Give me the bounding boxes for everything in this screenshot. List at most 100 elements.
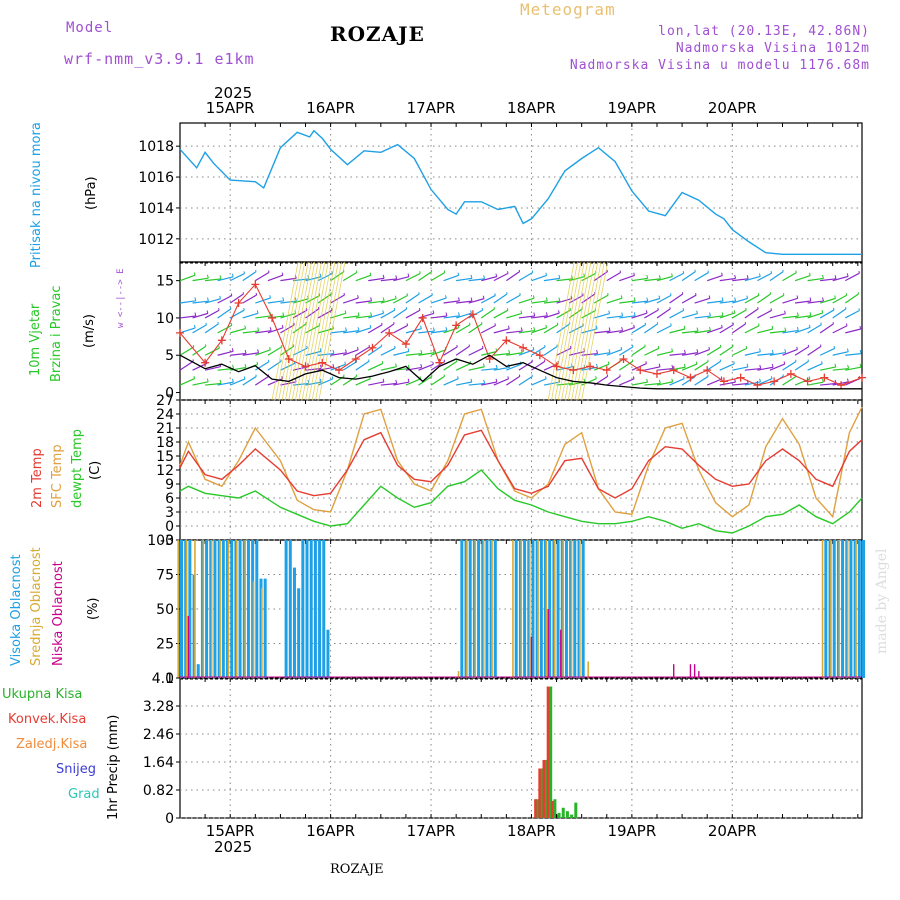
wind-barb bbox=[769, 313, 786, 319]
wind-barb-flag bbox=[356, 347, 359, 350]
wind-barb bbox=[644, 297, 660, 304]
wind-barb bbox=[769, 271, 784, 282]
wind-barb bbox=[819, 309, 835, 319]
wind-barb bbox=[619, 300, 636, 304]
wind-barb bbox=[518, 271, 533, 282]
wind-barb bbox=[543, 324, 559, 334]
wind-barb bbox=[845, 328, 861, 334]
dewpt-line bbox=[179, 469, 863, 534]
wind-barb bbox=[744, 308, 759, 319]
wind-barb-flag bbox=[733, 361, 735, 364]
cloud-bar bbox=[242, 540, 246, 678]
wind-barb bbox=[719, 345, 734, 356]
cloud-bar bbox=[200, 540, 204, 678]
precip-label-frz: Zaledj.Kisa bbox=[16, 737, 88, 752]
wind-barb-flag bbox=[344, 361, 347, 365]
gust-marker bbox=[318, 358, 327, 367]
wind-barb bbox=[694, 329, 711, 334]
wind-barb-flag bbox=[759, 348, 761, 352]
wind-barb bbox=[481, 381, 498, 386]
wind-barb bbox=[794, 315, 811, 319]
gust-hatch bbox=[291, 261, 319, 401]
wind-barb-flag bbox=[243, 376, 246, 380]
wind-barb-flag bbox=[821, 310, 824, 314]
y-tick-label: 3 bbox=[165, 505, 174, 521]
wind-barb bbox=[368, 381, 385, 386]
wind-barb bbox=[480, 324, 496, 334]
cloud-bar bbox=[560, 629, 562, 678]
wind-barb bbox=[179, 315, 196, 319]
wind-barb-flag bbox=[395, 363, 397, 367]
precip-label-snow: Snijeg bbox=[56, 762, 96, 777]
cloud-bar bbox=[255, 540, 259, 678]
wind-barb-flag bbox=[545, 324, 548, 328]
wind-barb bbox=[405, 366, 422, 371]
wind-barb bbox=[468, 347, 484, 356]
wind-barb bbox=[543, 345, 558, 356]
wind-barb bbox=[393, 324, 408, 334]
wind-barb bbox=[681, 294, 697, 304]
wind-barb-flag bbox=[445, 327, 448, 331]
wind-barb-flag bbox=[821, 378, 824, 383]
wind-barb bbox=[819, 323, 834, 334]
wind-barb bbox=[493, 378, 509, 386]
wind-barb-flag bbox=[696, 327, 699, 332]
cloud-bar bbox=[491, 540, 493, 678]
wind-barb bbox=[217, 308, 232, 319]
precip-total-bar bbox=[557, 812, 561, 818]
cloud-bar bbox=[259, 578, 263, 678]
wind-barb-flag bbox=[306, 345, 308, 349]
y-tick-label: 5 bbox=[165, 348, 174, 364]
wind-barb bbox=[694, 348, 710, 356]
wind-barb bbox=[694, 375, 709, 386]
wind-barb bbox=[280, 345, 295, 356]
wind-barb bbox=[732, 382, 749, 386]
wind-barb bbox=[456, 277, 473, 282]
wind-barb bbox=[769, 294, 785, 304]
wind-barb bbox=[757, 366, 774, 371]
wind-barb-flag bbox=[734, 274, 737, 279]
wind-barb bbox=[618, 360, 634, 371]
wind-barb bbox=[794, 326, 811, 334]
cloud-bar bbox=[288, 540, 292, 678]
wind-barb-flag bbox=[770, 376, 773, 379]
cloud-bar bbox=[862, 540, 865, 678]
wind-barb bbox=[832, 325, 848, 334]
wind-barb-flag bbox=[657, 345, 660, 349]
wind-barb bbox=[355, 346, 370, 356]
y-tick-label: 10 bbox=[156, 311, 174, 327]
wind-barb-flag bbox=[633, 312, 636, 316]
wind-barb bbox=[682, 330, 699, 334]
gust-hatch bbox=[318, 261, 346, 401]
wind-barb bbox=[807, 277, 824, 282]
wind-barb-flag bbox=[243, 271, 246, 274]
wind-barb-flag bbox=[757, 293, 760, 296]
date-label-top: 19APR bbox=[607, 99, 656, 117]
wind-barb bbox=[845, 366, 862, 371]
y-tick-label: 21 bbox=[156, 421, 174, 437]
wind-barb bbox=[757, 309, 772, 319]
wind-barb bbox=[342, 361, 358, 371]
wind-barb-flag bbox=[369, 272, 372, 276]
wind-barb-flag bbox=[821, 361, 823, 364]
cloud-bar bbox=[528, 540, 531, 678]
wind-barb-flag bbox=[847, 364, 850, 369]
wind-barb-flag bbox=[822, 274, 824, 279]
gust-marker bbox=[334, 366, 343, 375]
wind-barb-flag bbox=[206, 297, 209, 302]
gust-marker bbox=[686, 373, 695, 382]
cloud-bar bbox=[838, 540, 841, 678]
wind-barb-flag bbox=[357, 312, 360, 317]
wind-barb-flag bbox=[394, 295, 397, 299]
wind-barb bbox=[330, 330, 347, 334]
cloud-bar bbox=[466, 540, 468, 678]
wind-barb bbox=[305, 324, 320, 334]
cloud-bar bbox=[512, 540, 514, 678]
cloud-bar bbox=[489, 540, 493, 678]
wind-barb bbox=[807, 300, 824, 304]
cloud-bar bbox=[460, 540, 464, 678]
gust-marker bbox=[176, 328, 184, 337]
cloud-bar bbox=[579, 540, 581, 678]
cloud-bar bbox=[846, 540, 849, 678]
wind-barb bbox=[418, 312, 435, 319]
